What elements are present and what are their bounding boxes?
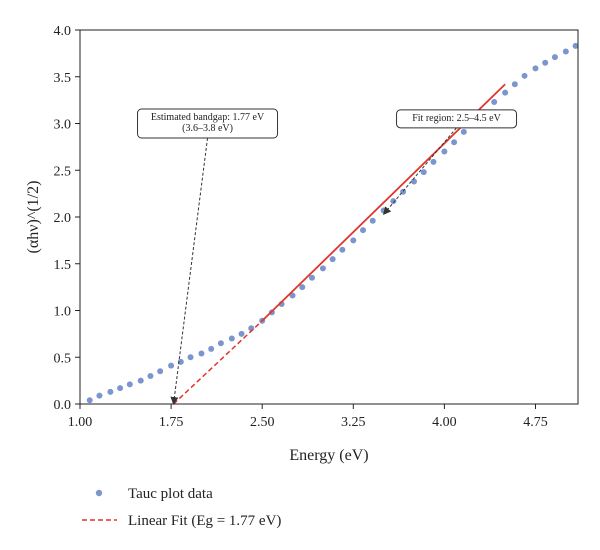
data-point — [289, 292, 296, 299]
annotation-text: (3.6–3.8 eV) — [182, 123, 233, 134]
y-tick-label: 3.5 — [54, 71, 72, 86]
data-point — [551, 54, 558, 61]
y-tick-label: 0.0 — [54, 398, 72, 413]
data-point — [562, 48, 569, 55]
x-tick-label: 1.00 — [68, 415, 93, 430]
legend-item-tauc-data: Tauc plot data — [95, 486, 213, 502]
x-tick-label: 1.75 — [159, 415, 184, 430]
data-point — [217, 340, 224, 347]
annotation-arrow — [383, 127, 457, 215]
data-point — [542, 59, 549, 66]
data-point — [238, 330, 245, 337]
annotation-box — [396, 109, 518, 129]
data-point — [157, 368, 164, 375]
y-tick-label: 4.0 — [54, 24, 72, 39]
data-point — [521, 72, 528, 79]
x-tick-label: 3.25 — [341, 415, 366, 430]
data-point — [228, 335, 235, 342]
annotation-text: Estimated bandgap: 1.77 eV — [151, 112, 265, 123]
data-point — [390, 198, 397, 205]
data-point — [117, 385, 124, 392]
legend-item-linear-fit: Linear Fit (Eg = 1.77 eV) — [82, 513, 281, 529]
data-point — [126, 381, 133, 388]
data-point — [187, 354, 194, 361]
y-tick-label: 2.5 — [54, 164, 72, 179]
data-point — [299, 284, 306, 291]
x-tick-label: 2.50 — [250, 415, 275, 430]
data-point — [460, 128, 467, 135]
data-point — [380, 207, 387, 214]
x-tick-label: 4.00 — [432, 415, 457, 430]
data-point — [339, 246, 346, 253]
y-tick-label: 2.0 — [54, 211, 72, 226]
data-point — [532, 65, 539, 72]
data-point — [451, 139, 458, 146]
annotation-arrow — [170, 137, 209, 405]
data-point — [491, 98, 498, 105]
y-tick-label: 0.5 — [54, 351, 72, 366]
data-point — [86, 397, 93, 404]
y-tick-label: 3.0 — [54, 118, 72, 133]
data-point — [369, 217, 376, 224]
y-tick-label: 1.5 — [54, 258, 72, 273]
annotation-box — [137, 108, 279, 139]
data-point — [308, 274, 315, 281]
data-point — [329, 256, 336, 263]
annotation-text: Fit region: 2.5–4.5 eV — [412, 113, 501, 124]
legend: Tauc plot data Linear Fit (Eg = 1.77 eV) — [82, 486, 281, 529]
data-point — [107, 388, 114, 395]
annotation-fit-region: Fit region: 2.5–4.5 eV — [383, 109, 518, 215]
x-axis-label: Energy (eV) — [289, 447, 368, 464]
data-point — [411, 178, 418, 185]
data-point — [350, 237, 357, 244]
data-point — [360, 227, 367, 234]
data-point — [198, 350, 205, 357]
data-point — [137, 377, 144, 384]
data-point — [147, 372, 154, 379]
legend-label: Tauc plot data — [128, 486, 213, 502]
data-point — [430, 158, 437, 165]
data-point — [572, 42, 579, 49]
annotation-bandgap: Estimated bandgap: 1.77 eV(3.6–3.8 eV) — [137, 108, 279, 405]
data-point — [420, 169, 427, 176]
fit-line-extrapolated — [173, 320, 263, 405]
y-axis-label: (αhν)^(1/2) — [25, 181, 42, 254]
y-tick-label: 1.0 — [54, 305, 72, 320]
data-point — [177, 358, 184, 365]
data-point — [168, 362, 175, 369]
data-point — [96, 392, 103, 399]
data-point — [502, 89, 509, 96]
legend-marker-dot — [95, 489, 103, 497]
x-tick-label: 4.75 — [523, 415, 548, 430]
data-point — [208, 345, 215, 352]
data-point — [319, 265, 326, 272]
legend-label: Linear Fit (Eg = 1.77 eV) — [128, 513, 281, 529]
data-point — [441, 148, 448, 155]
data-point — [511, 81, 518, 88]
